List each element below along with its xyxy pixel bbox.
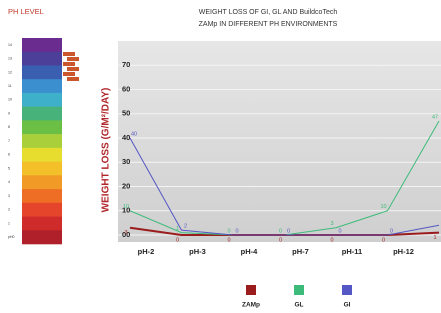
x-tick-label: pH-11 xyxy=(342,247,362,256)
ph-band xyxy=(22,203,62,217)
y-tick-label: 30 xyxy=(122,157,130,166)
ph-band xyxy=(22,52,62,66)
page: PH LEVEL WEIGHT LOSS OF GI, GL AND Build… xyxy=(0,0,441,313)
ph-scale-label: 8 xyxy=(8,125,10,129)
data-label: 3 xyxy=(124,230,127,236)
x-tick-label: pH-4 xyxy=(241,247,258,256)
ph-band xyxy=(22,79,62,93)
data-label: 0 xyxy=(176,237,179,243)
brick xyxy=(67,77,79,81)
ph-scale-label: 5 xyxy=(8,166,10,170)
data-label: 0 xyxy=(227,228,230,234)
ph-scale-label: 7 xyxy=(8,139,10,143)
y-tick-label: 40 xyxy=(122,133,130,142)
data-label: 1 xyxy=(176,226,179,232)
brick xyxy=(67,57,79,61)
ph-band xyxy=(22,230,62,244)
data-label: 0 xyxy=(338,228,341,234)
data-label: 0 xyxy=(279,237,282,243)
ph-scale-label: 3 xyxy=(8,194,10,198)
data-label: 10 xyxy=(380,204,386,210)
ph-scale-label: 9 xyxy=(8,111,10,115)
ph-scale-label: 11 xyxy=(8,84,12,88)
ph-scale-label: 10 xyxy=(8,98,12,102)
data-label: 1 xyxy=(433,235,436,241)
legend-swatch xyxy=(246,285,256,295)
y-axis-label: WEIGHT LOSS (G/M²/DAY) xyxy=(101,88,112,213)
ph-band xyxy=(22,217,62,231)
chart-subtitle: ZAMp IN DIFFERENT PH ENVIRONMENTS xyxy=(199,21,338,28)
ph-scale-label: pH0 xyxy=(8,235,14,239)
x-tick-label: pH-2 xyxy=(138,247,155,256)
ph-scale-label: 12 xyxy=(8,70,12,74)
brick xyxy=(67,67,79,71)
legend-swatch xyxy=(294,285,304,295)
data-label: 3 xyxy=(330,221,333,227)
ph-scale-label: 2 xyxy=(8,208,10,212)
x-tick-label: pH-3 xyxy=(189,247,206,256)
ph-band xyxy=(22,148,62,162)
brick xyxy=(63,52,75,56)
brick xyxy=(63,72,75,76)
y-tick-label: 70 xyxy=(122,60,130,69)
ph-scale-label: 1 xyxy=(8,221,10,225)
ph-title: PH LEVEL xyxy=(8,7,44,16)
data-label: 2 xyxy=(184,224,187,230)
ph-band xyxy=(22,107,62,121)
ph-band xyxy=(22,120,62,134)
x-tick-label: pH-12 xyxy=(393,247,414,256)
ph-scale-label: 4 xyxy=(8,180,10,184)
ph-band xyxy=(22,134,62,148)
y-tick-label: 20 xyxy=(122,181,130,190)
ph-band xyxy=(22,189,62,203)
ph-band xyxy=(22,93,62,107)
data-label: 0 xyxy=(235,228,238,234)
ph-scale-label: 13 xyxy=(8,57,12,61)
data-label: 0 xyxy=(330,237,333,243)
ph-band xyxy=(22,162,62,176)
chart-title: WEIGHT LOSS OF GI, GL AND BuildcoTech xyxy=(199,9,338,16)
data-label: 0 xyxy=(227,237,230,243)
ph-scale-label: 6 xyxy=(8,153,10,157)
data-label: 40 xyxy=(131,131,137,137)
data-label: 0 xyxy=(390,228,393,234)
legend-label: GI xyxy=(344,302,351,309)
ph-band xyxy=(22,175,62,189)
y-tick-label: 50 xyxy=(122,109,130,118)
data-label: 10 xyxy=(123,204,129,210)
data-label: 0 xyxy=(287,228,290,234)
data-label: 0 xyxy=(279,228,282,234)
data-label: 47 xyxy=(432,114,438,120)
brick xyxy=(63,62,75,66)
ph-band xyxy=(22,65,62,79)
data-label: 0 xyxy=(382,237,385,243)
ph-scale-label: 14 xyxy=(8,43,12,47)
legend-label: GL xyxy=(294,302,303,309)
legend-swatch xyxy=(342,285,352,295)
legend-label: ZAMp xyxy=(242,302,260,309)
ph-band xyxy=(22,38,62,52)
x-tick-label: pH-7 xyxy=(292,247,309,256)
plot-area xyxy=(118,41,441,242)
y-tick-label: 60 xyxy=(122,84,130,93)
